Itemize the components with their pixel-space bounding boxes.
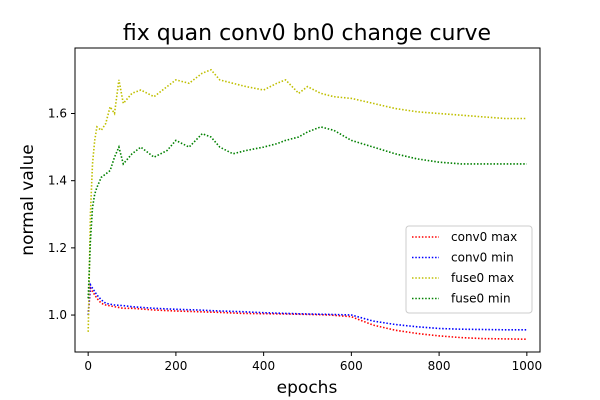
legend: conv0 max conv0 min fuse0 max fuse0 min	[405, 225, 533, 314]
x-tick-label-3: 400	[252, 359, 275, 373]
x-tick-label-6: 1000	[512, 359, 543, 373]
x-tick-label-2: 200	[164, 359, 187, 373]
y-axis-title: normal value	[18, 144, 38, 255]
series-layer	[87, 68, 527, 340]
series-line-4	[87, 126, 527, 299]
x-axis-ticks: 0 200 400 600 800 1000	[84, 352, 542, 373]
chart-title: fix quan conv0 bn0 change curve	[123, 21, 491, 46]
legend-label-4: fuse0 min	[451, 292, 511, 306]
legend-box	[405, 225, 533, 314]
series-line-3	[87, 68, 527, 332]
y-tick-label-2: 1.2	[48, 241, 67, 255]
x-tick-label-4: 600	[340, 359, 363, 373]
legend-label-1: conv0 max	[451, 230, 517, 244]
x-axis-title: epochs	[277, 378, 338, 398]
y-tick-label-4: 1.6	[48, 107, 67, 121]
y-tick-label-3: 1.4	[48, 174, 67, 188]
plot-frame	[74, 47, 541, 353]
series-line-2	[87, 282, 527, 331]
x-tick-label-1: 0	[84, 359, 92, 373]
y-tick-label-1: 1.0	[48, 308, 67, 322]
legend-label-2: conv0 min	[451, 251, 514, 265]
y-axis-ticks: 1.0 1.2 1.4 1.6	[48, 107, 75, 322]
x-tick-label-5: 800	[428, 359, 451, 373]
legend-label-3: fuse0 max	[451, 271, 514, 285]
